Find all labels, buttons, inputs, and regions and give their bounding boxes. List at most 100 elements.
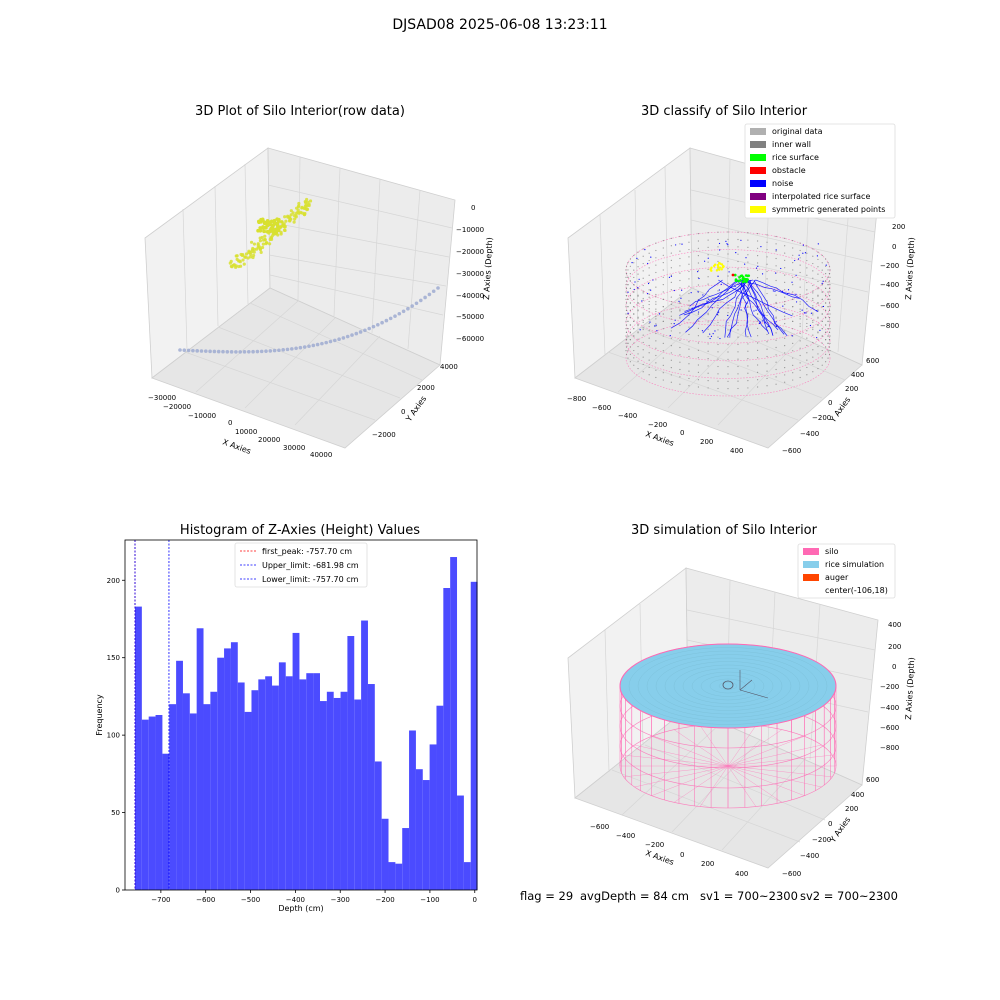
classify-wall-point	[737, 343, 739, 346]
classify-noise-point	[709, 337, 711, 340]
classify-wall-point	[727, 380, 729, 382]
legend-label-silo: silo	[825, 547, 839, 556]
histogram-bar	[141, 719, 149, 890]
raw-curve-point	[191, 348, 195, 353]
classify-wall-point	[662, 313, 664, 315]
classify-wall-point	[655, 271, 657, 274]
classify-wall-point	[655, 315, 657, 318]
classify-noise-point	[631, 261, 633, 264]
classify-noise-point	[690, 292, 692, 294]
classify-wall-point	[737, 387, 739, 390]
classify-wall-point	[784, 337, 786, 339]
raw-curve-point	[397, 311, 402, 316]
classify-wall-point	[825, 280, 827, 282]
histogram-bar	[155, 715, 163, 890]
raw-yellow-point	[269, 237, 274, 241]
classify-wall-point	[825, 273, 827, 275]
classify-wall-point	[679, 317, 681, 319]
classify-wall-point	[717, 351, 719, 353]
classify-wall-point	[633, 298, 635, 301]
classify-wall-point	[648, 315, 650, 317]
rice-mesh-ring	[700, 675, 756, 697]
classify-wall-point	[727, 307, 729, 309]
classify-wall-point	[784, 281, 786, 284]
classify-wall-point	[662, 240, 664, 242]
raw-curve-point	[216, 349, 221, 354]
classify-wall-point	[757, 357, 759, 359]
classify-wall-point	[627, 327, 629, 330]
classify-noise-point	[702, 294, 704, 296]
classify-wall-point	[812, 248, 814, 250]
silo-floor-spoke	[673, 729, 729, 767]
classify-wall-point	[827, 269, 829, 271]
classify-wall-point	[747, 350, 749, 352]
classify-wall-point	[817, 301, 819, 304]
raw-curve-point	[333, 338, 337, 343]
classify-wall-point	[829, 284, 831, 286]
histogram-bar	[299, 679, 307, 890]
classify-wall-point	[697, 379, 699, 381]
classify-noise-point	[809, 324, 812, 327]
classify-wall-point	[670, 300, 672, 303]
classify-wall-point	[799, 257, 801, 259]
classify-noise-point	[761, 320, 763, 322]
classify-wall-point	[679, 310, 681, 312]
classify-wall-point	[747, 239, 749, 241]
classify-noise-point	[735, 251, 737, 254]
classify-wall-point	[717, 365, 719, 368]
classify-noise-point	[668, 276, 671, 278]
classify-wall-point	[747, 246, 749, 248]
raw-curve-point	[380, 320, 384, 325]
raw-yellow-point	[284, 219, 288, 223]
classify-wall-point	[775, 346, 777, 349]
classify-wall-point	[812, 305, 814, 307]
classify-wall-point	[642, 321, 644, 323]
classify-wall-point	[812, 255, 814, 257]
histogram-bar	[409, 730, 416, 890]
silo-floor-spoke	[623, 754, 729, 767]
classify-wall-point	[828, 295, 831, 297]
classify-wall-point	[727, 282, 729, 284]
classify-wall-point	[648, 303, 650, 306]
classify-wall-point	[775, 265, 777, 267]
classify-noise-strand	[755, 279, 819, 313]
classify-wall-point	[775, 317, 777, 319]
classify-wall-point	[688, 348, 690, 350]
raw-x-tick: 10000	[235, 428, 257, 436]
classify-wall-point	[766, 377, 768, 380]
classify-wall-point	[812, 292, 814, 294]
classify-wall-point	[806, 274, 808, 276]
classify-wall-point	[775, 316, 777, 318]
classify-wall-point	[662, 306, 664, 308]
classify-wall-point	[648, 252, 650, 254]
classify-wall-point	[757, 240, 759, 242]
classify-wall-point	[821, 349, 823, 352]
histogram-bar	[415, 769, 423, 890]
raw-yellow-point	[283, 215, 287, 219]
classify-wall-point	[637, 295, 639, 297]
classify-x-tick: 0	[680, 429, 684, 437]
classify-wall-point	[775, 294, 777, 296]
classify-wall-point	[792, 357, 794, 359]
classify-wall-point	[648, 325, 650, 328]
classify-wall-point	[766, 355, 768, 358]
classify-wall-point	[727, 275, 729, 277]
classify-noise-point	[674, 319, 676, 321]
classify-z-ticks: −800 −600 −400 −200 0 200	[880, 223, 905, 330]
histogram-bar	[176, 660, 183, 890]
histogram-x-tick-label: −700	[151, 896, 170, 904]
classify-wall-point	[792, 372, 794, 374]
classify-z-label: Z Axies (Depth)	[904, 237, 916, 300]
raw-yellow-point	[265, 223, 270, 228]
status-flag: flag = 29	[520, 889, 574, 903]
histogram-bar	[162, 753, 170, 890]
classify-wall-point	[784, 318, 786, 320]
raw-x-tick: −10000	[188, 412, 216, 420]
classify-noise-point	[791, 335, 793, 337]
simulation-z-tick: 200	[888, 643, 901, 651]
classify-wall-point	[757, 313, 759, 315]
classify-wall-point	[642, 327, 644, 329]
histogram-bar	[224, 648, 231, 890]
classify-noise-point	[701, 330, 704, 332]
raw-yellow-point	[256, 242, 260, 246]
